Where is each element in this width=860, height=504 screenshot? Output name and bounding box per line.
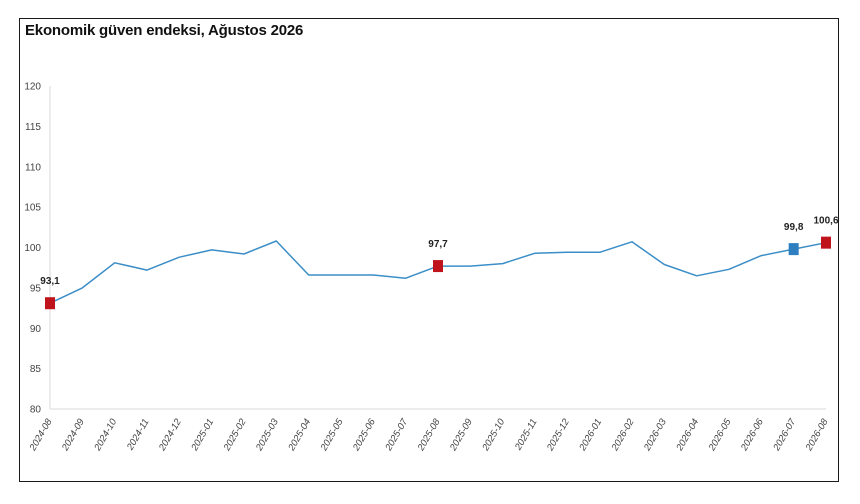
x-tick-label: 2025-04 <box>286 417 313 454</box>
x-tick-label: 2025-06 <box>350 416 378 453</box>
chart-title: Ekonomik güven endeksi, Ağustos 2026 <box>25 22 304 39</box>
x-tick-label: 2026-07 <box>771 416 799 453</box>
x-tick-label: 2026-04 <box>674 417 701 454</box>
x-tick-label: 2026-06 <box>738 416 766 453</box>
y-axis: 80 85 90 95 100 105 110 115 120 <box>24 82 51 416</box>
x-tick-label: 2025-10 <box>480 416 508 453</box>
x-tick-label: 2024-10 <box>92 416 120 453</box>
chart-frame <box>19 18 839 482</box>
data-point-marker <box>45 297 55 310</box>
data-point-marker <box>433 260 443 273</box>
markers-layer: 93,1 97,7 99,8 100,6 <box>40 216 839 310</box>
x-tick-label: 2025-05 <box>318 416 346 453</box>
x-tick-label: 2025-07 <box>383 416 411 453</box>
data-point-marker <box>788 243 799 256</box>
x-tick-label: 2026-02 <box>609 416 637 453</box>
data-label: 100,6 <box>813 216 838 227</box>
y-tick-label: 95 <box>30 283 42 294</box>
data-label: 99,8 <box>784 222 804 233</box>
x-tick-label: 2025-03 <box>253 416 281 453</box>
y-tick-label: 110 <box>25 162 41 173</box>
y-tick-label: 115 <box>25 122 41 133</box>
x-tick-label: 2024-08 <box>27 416 55 453</box>
series-layer <box>49 240 827 304</box>
data-label: 93,1 <box>40 276 60 287</box>
y-tick-label: 80 <box>30 405 42 416</box>
x-tick-label: 2024-12 <box>156 416 184 453</box>
y-tick-label: 120 <box>24 82 41 93</box>
data-point-marker <box>821 236 831 249</box>
x-tick-label: 2025-08 <box>415 416 443 453</box>
y-tick-label: 85 <box>30 364 42 375</box>
x-tick-label: 2025-02 <box>221 416 249 453</box>
x-tick-label: 2025-11 <box>512 417 539 453</box>
x-axis: 2024-08 2024-09 2024-10 2024-11 2024-12 2025-… <box>27 408 831 454</box>
x-tick-label: 2025-01 <box>189 417 216 454</box>
x-tick-label: 2025-12 <box>544 416 572 453</box>
x-tick-label: 2024-09 <box>59 416 87 453</box>
x-tick-label: 2024-11 <box>124 417 151 453</box>
y-tick-label: 105 <box>24 203 41 214</box>
series-line <box>49 240 827 304</box>
x-tick-label: 2026-01 <box>577 417 604 454</box>
x-tick-label: 2026-03 <box>641 416 669 453</box>
data-label: 97,7 <box>428 239 448 250</box>
x-tick-label: 2026-08 <box>803 416 831 453</box>
x-tick-label: 2025-09 <box>447 416 475 453</box>
y-tick-label: 100 <box>24 243 41 254</box>
y-tick-label: 90 <box>30 324 42 335</box>
x-tick-label: 2026-05 <box>706 416 734 453</box>
